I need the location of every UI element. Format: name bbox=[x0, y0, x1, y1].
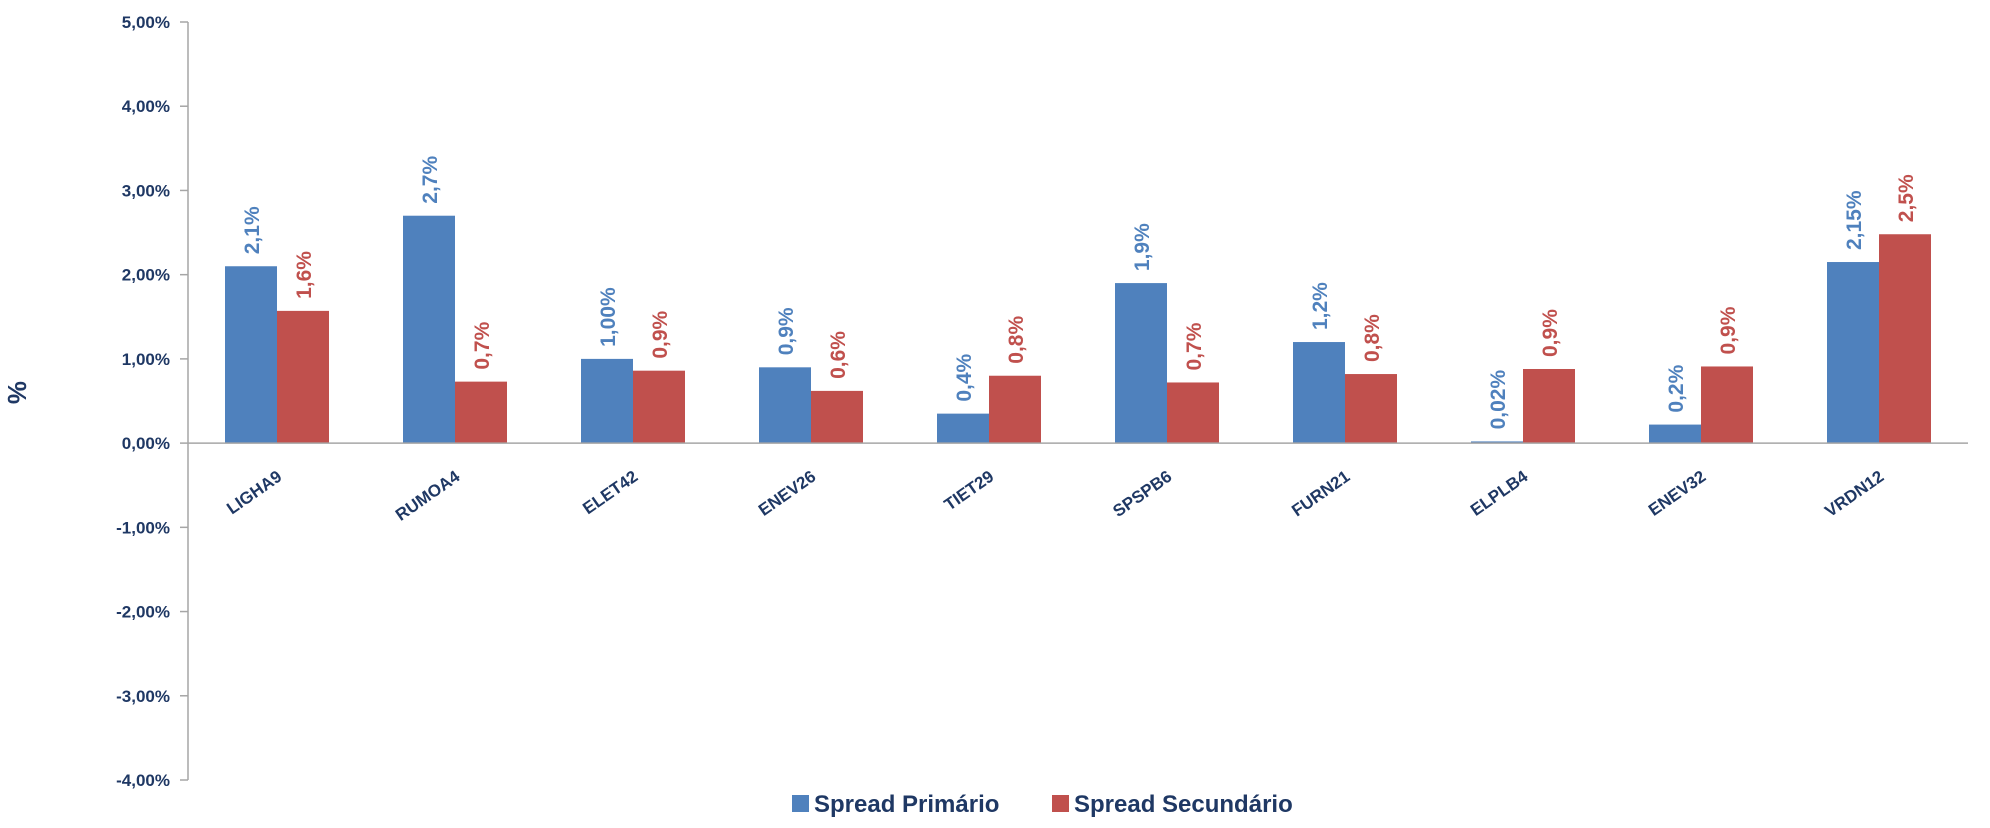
data-label: 0,7% bbox=[471, 321, 494, 369]
bar-secundario bbox=[811, 390, 863, 444]
data-label: 0,02% bbox=[1487, 370, 1510, 430]
bar-secundario bbox=[455, 381, 507, 444]
x-tick-label: ENEV32 bbox=[1645, 467, 1709, 520]
x-tick-label: TIET29 bbox=[941, 467, 998, 515]
legend-label: Spread Secundário bbox=[1074, 791, 1293, 818]
data-label: 0,9% bbox=[775, 307, 798, 355]
bar-primario bbox=[1827, 262, 1879, 444]
bar-secundario bbox=[989, 375, 1041, 444]
y-tick-label: 3,00% bbox=[122, 181, 170, 200]
bar-primario bbox=[403, 215, 455, 444]
data-label: 0,9% bbox=[1717, 306, 1740, 354]
data-labels: 2,1% 1,6% 2,7% 0,7% 1,00% 0,9% 0,9% 0,6% 0,4% 0,8… bbox=[241, 156, 1918, 430]
x-axis: LIGHA9 RUMOA4 ELET42 ENEV26 TIET29 SPSPB6 FURN… bbox=[188, 442, 1968, 525]
bar-primario bbox=[937, 413, 989, 444]
bar-secundario bbox=[1701, 366, 1753, 444]
data-label: 2,7% bbox=[419, 156, 442, 204]
bar-secundario bbox=[633, 370, 685, 444]
bar-secundario bbox=[1167, 382, 1219, 444]
data-label: 0,9% bbox=[1539, 309, 1562, 357]
data-label: 0,9% bbox=[649, 310, 672, 358]
legend-label: Spread Primário bbox=[814, 791, 999, 818]
y-tick-label: -4,00% bbox=[116, 771, 170, 790]
y-tick-label: 4,00% bbox=[122, 97, 170, 116]
data-label: 0,8% bbox=[1361, 314, 1384, 362]
bar-primario bbox=[1471, 441, 1523, 444]
bar-secundario bbox=[1879, 234, 1931, 444]
data-label: 1,2% bbox=[1309, 282, 1332, 330]
y-axis: 5,00% 4,00% 3,00% 2,00% 1,00% 0,00% -1,00% -2,0… bbox=[116, 13, 189, 790]
legend-swatch bbox=[1052, 795, 1069, 812]
legend-swatch bbox=[792, 795, 809, 812]
data-label: 1,00% bbox=[597, 287, 620, 347]
y-axis-label: % bbox=[2, 381, 32, 404]
data-label: 1,6% bbox=[293, 251, 316, 299]
bars bbox=[225, 215, 1931, 444]
y-tick-label: -3,00% bbox=[116, 687, 170, 706]
y-tick-label: 5,00% bbox=[122, 13, 170, 32]
x-tick-label: ELET42 bbox=[579, 467, 641, 518]
y-tick-label: 0,00% bbox=[122, 434, 170, 453]
x-tick-label: ELPLB4 bbox=[1467, 467, 1532, 520]
data-label: 0,7% bbox=[1183, 322, 1206, 370]
data-label: 2,5% bbox=[1895, 174, 1918, 222]
legend: Spread Primário Spread Secundário bbox=[792, 791, 1293, 818]
bar-primario bbox=[225, 266, 277, 444]
x-tick-label: VRDN12 bbox=[1821, 467, 1887, 521]
bar-primario bbox=[1649, 424, 1701, 444]
bar-secundario bbox=[277, 310, 329, 444]
data-label: 0,6% bbox=[827, 331, 850, 379]
x-tick-label: ENEV26 bbox=[755, 467, 819, 520]
bar-secundario bbox=[1345, 374, 1397, 444]
x-tick-label: SPSPB6 bbox=[1109, 467, 1175, 521]
x-tick-label: FURN21 bbox=[1288, 467, 1353, 520]
data-label: 1,9% bbox=[1131, 223, 1154, 271]
data-label: 2,1% bbox=[241, 206, 264, 254]
bar-primario bbox=[759, 367, 811, 444]
y-tick-label: 2,00% bbox=[122, 266, 170, 285]
y-tick-label: -2,00% bbox=[116, 603, 170, 622]
bar-primario bbox=[1293, 342, 1345, 444]
data-label: 0,4% bbox=[953, 353, 976, 401]
data-label: 0,8% bbox=[1005, 316, 1028, 364]
y-tick-label: -1,00% bbox=[116, 518, 170, 537]
bar-primario bbox=[1115, 283, 1167, 444]
x-tick-label: LIGHA9 bbox=[223, 467, 285, 518]
data-label: 2,15% bbox=[1843, 190, 1866, 250]
data-label: 0,2% bbox=[1665, 364, 1688, 412]
x-tick-label: RUMOA4 bbox=[392, 467, 464, 525]
bar-primario bbox=[581, 358, 633, 444]
y-tick-label: 1,00% bbox=[122, 350, 170, 369]
bar-secundario bbox=[1523, 368, 1575, 444]
